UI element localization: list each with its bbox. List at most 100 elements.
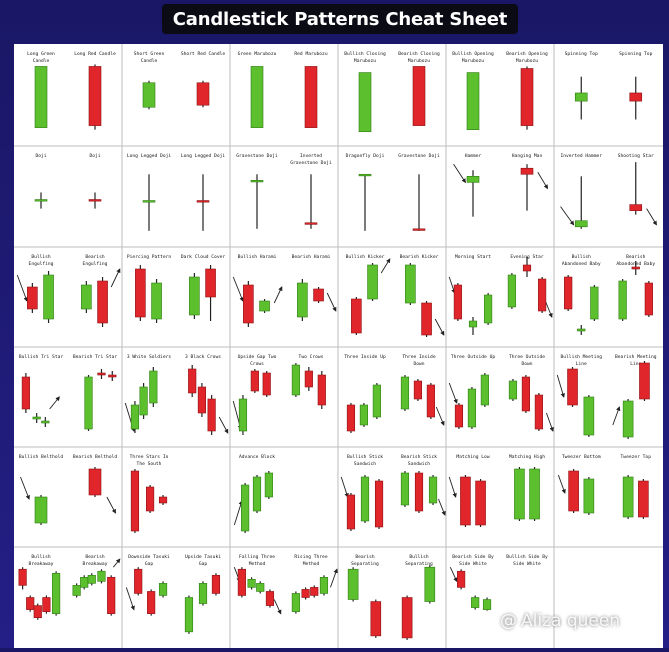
pattern-cell: Bearish Kicker	[400, 254, 445, 336]
bullish-candle	[360, 475, 370, 523]
candle-body	[577, 328, 586, 332]
bullish-candle	[467, 387, 477, 429]
candle-body	[130, 404, 140, 430]
candle-body	[88, 199, 102, 202]
pattern-label: Dragonfly Doji	[346, 153, 385, 159]
candle-body	[374, 480, 384, 528]
candle-body	[97, 372, 106, 376]
bullish-candle	[291, 363, 300, 397]
pattern-label: Side White	[459, 561, 487, 567]
candle-body	[291, 593, 300, 612]
candle-body	[358, 72, 372, 133]
bearish-candle	[346, 493, 356, 531]
pattern-label: Sandwich	[408, 461, 430, 467]
bearish-candle	[644, 281, 653, 317]
pattern-label: Long Red Candle	[74, 51, 116, 57]
bullish-candle	[400, 471, 410, 507]
bearish-candle	[108, 371, 117, 381]
candle-body	[250, 66, 264, 128]
pattern-cell: 3 Black Crows	[185, 354, 229, 434]
pattern-label: Bullish Stick	[347, 454, 383, 460]
bearish-candle	[197, 383, 206, 417]
candle-body	[521, 376, 531, 412]
candle-body	[346, 494, 356, 530]
pattern-label: Bearish Side By	[452, 554, 494, 560]
candle-body	[467, 388, 477, 428]
bearish-candle	[146, 485, 155, 513]
pattern-label: 3 White Soldiers	[127, 354, 171, 360]
bullish-candle	[583, 477, 595, 515]
pattern-label: Bearish	[85, 554, 105, 560]
candle-body	[21, 376, 30, 410]
pattern-cell: Green Marubozu	[238, 51, 277, 57]
bearish-candle	[520, 66, 534, 130]
candle-body	[400, 472, 410, 506]
candle-body	[583, 478, 595, 514]
bearish-candle	[454, 403, 464, 429]
pattern-label: Side White	[513, 561, 541, 567]
trend-arrow	[340, 476, 349, 498]
candle-body	[43, 274, 54, 320]
bearish-candle	[237, 567, 246, 598]
pattern-cell: Advance Block	[233, 454, 275, 526]
pattern-cell: Doji	[35, 153, 46, 159]
pattern-label: Advance Block	[239, 454, 275, 460]
bearish-candle	[97, 369, 106, 379]
pattern-label: Downside Tasuki	[128, 554, 170, 560]
bullish-candle	[259, 299, 270, 313]
pattern-label: Inverted	[300, 153, 322, 159]
bullish-candle	[466, 72, 480, 130]
bullish-candle	[250, 66, 264, 128]
bullish-candle	[34, 192, 48, 209]
pattern-label: Gravestone Doji	[236, 153, 278, 159]
bearish-candle	[135, 265, 146, 321]
bearish-candle	[304, 66, 318, 128]
candle-body	[360, 476, 370, 522]
candle-body	[18, 568, 27, 586]
bearish-candle	[207, 395, 216, 435]
bearish-candle	[413, 379, 423, 401]
pattern-label: Breakaway	[29, 561, 54, 567]
trend-arrow	[434, 318, 445, 336]
pattern-label: Bearish Opening	[506, 51, 548, 57]
bearish-candle	[414, 471, 424, 513]
candle-body	[158, 496, 168, 504]
candle-body	[426, 384, 435, 418]
candle-body	[460, 476, 471, 526]
pattern-label: Marubozu	[462, 58, 484, 64]
bullish-candle	[149, 367, 158, 407]
candle-body	[243, 284, 254, 324]
pattern-label: Gap	[199, 561, 208, 567]
pattern-label: Shooting Star	[618, 153, 654, 159]
bullish-candle	[142, 80, 156, 110]
pattern-label: Gravestone Doji	[398, 153, 440, 159]
pattern-label: Separating	[405, 561, 433, 567]
trend-arrow	[49, 396, 60, 410]
candle-body	[250, 370, 259, 392]
candle-body	[424, 566, 436, 602]
candle-body	[401, 597, 413, 639]
bearish-candle	[107, 575, 116, 616]
bearish-candle	[629, 76, 643, 120]
pattern-cell: Three Outside Up	[448, 354, 495, 404]
bullish-candle	[97, 569, 106, 584]
paw-logo-icon	[474, 610, 496, 632]
candle-body	[304, 222, 318, 225]
trend-arrow	[273, 599, 282, 615]
candle-body	[42, 597, 51, 612]
bullish-candle	[84, 375, 93, 431]
bullish-candle	[41, 417, 50, 427]
bullish-candle	[574, 176, 588, 229]
bullish-candle	[359, 403, 369, 427]
pattern-label: Down	[413, 361, 424, 367]
bearish-candle	[301, 587, 310, 600]
pattern-label: Abandoned Baby	[562, 261, 601, 267]
pattern-label: Matching High	[509, 454, 545, 460]
